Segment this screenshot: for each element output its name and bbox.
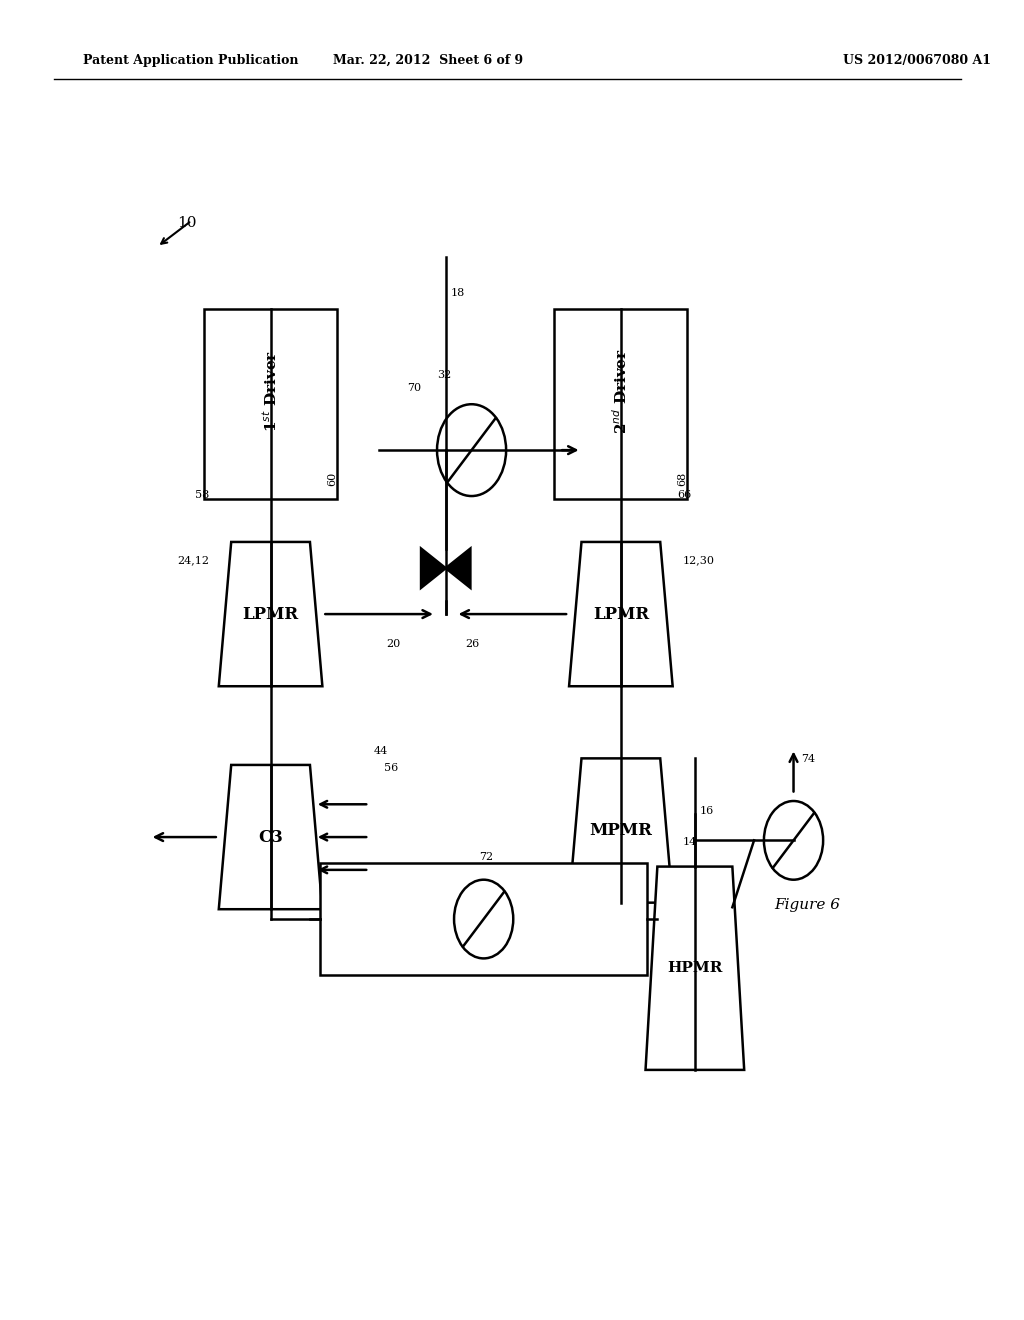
Text: 44: 44 <box>374 746 388 756</box>
Text: 16: 16 <box>699 807 714 816</box>
Text: 58: 58 <box>195 490 209 500</box>
Text: 14: 14 <box>683 837 696 847</box>
Text: 10: 10 <box>177 216 197 230</box>
Circle shape <box>764 801 823 879</box>
Polygon shape <box>219 543 323 686</box>
Polygon shape <box>645 867 744 1071</box>
Text: LPMR: LPMR <box>593 606 649 623</box>
Text: 72: 72 <box>479 851 493 862</box>
Text: 32: 32 <box>437 370 452 380</box>
Circle shape <box>454 879 513 958</box>
Polygon shape <box>421 549 445 587</box>
Circle shape <box>437 404 506 496</box>
Bar <box>319 863 647 974</box>
Text: LPMR: LPMR <box>243 606 299 623</box>
Text: MPMR: MPMR <box>590 822 652 840</box>
Text: 68: 68 <box>678 473 687 486</box>
Text: Patent Application Publication: Patent Application Publication <box>83 54 299 67</box>
Polygon shape <box>569 543 673 686</box>
Text: 12,30: 12,30 <box>683 556 715 565</box>
Text: Figure 6: Figure 6 <box>774 898 840 912</box>
Text: Mar. 22, 2012  Sheet 6 of 9: Mar. 22, 2012 Sheet 6 of 9 <box>334 54 523 67</box>
Text: 26: 26 <box>466 639 479 649</box>
Text: 60: 60 <box>328 473 337 486</box>
Text: 20: 20 <box>386 639 400 649</box>
Polygon shape <box>219 764 323 909</box>
Polygon shape <box>569 759 673 903</box>
Bar <box>554 309 687 499</box>
Text: 24,12: 24,12 <box>177 556 209 565</box>
Text: 1$^{st}$ Driver: 1$^{st}$ Driver <box>261 350 280 432</box>
Text: 18: 18 <box>451 288 465 298</box>
Bar <box>204 309 337 499</box>
Text: 66: 66 <box>678 490 692 500</box>
Polygon shape <box>445 549 470 587</box>
Text: US 2012/0067080 A1: US 2012/0067080 A1 <box>843 54 991 67</box>
Text: 70: 70 <box>408 383 422 393</box>
Text: C3: C3 <box>258 829 283 846</box>
Text: HPMR: HPMR <box>668 961 723 975</box>
Text: 56: 56 <box>384 763 398 774</box>
Text: 74: 74 <box>802 754 815 764</box>
Text: 2$^{nd}$ Driver: 2$^{nd}$ Driver <box>611 348 630 434</box>
